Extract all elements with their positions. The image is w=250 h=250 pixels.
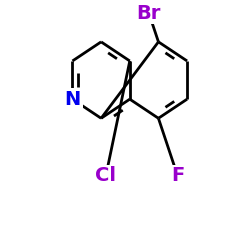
- Text: N: N: [64, 90, 80, 109]
- Text: Br: Br: [137, 4, 161, 23]
- Text: F: F: [171, 166, 184, 185]
- Text: Cl: Cl: [96, 166, 116, 185]
